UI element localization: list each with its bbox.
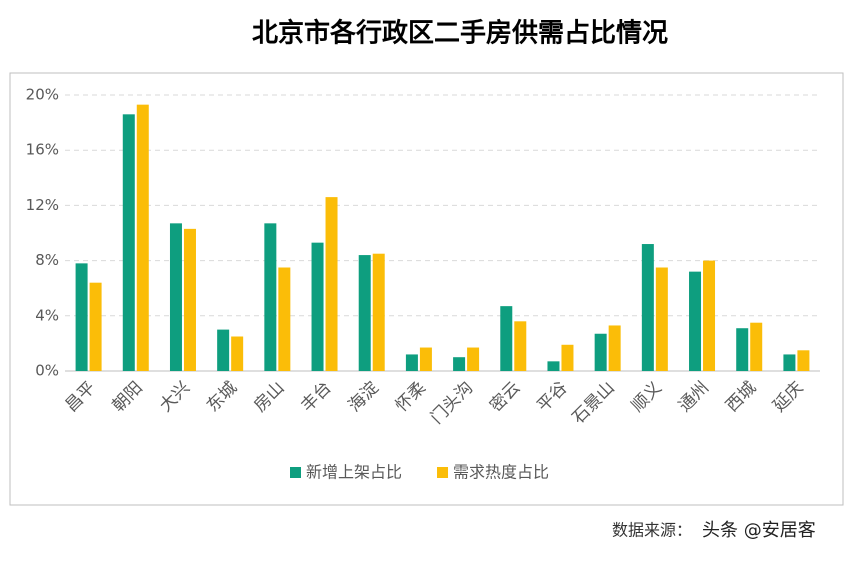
chart-title: 北京市各行政区二手房供需占比情况 <box>252 18 668 49</box>
bar <box>500 306 513 371</box>
bar <box>419 347 432 371</box>
bar <box>797 350 810 371</box>
y-tick-label: 20% <box>26 86 59 104</box>
legend-label: 需求热度占比 <box>453 463 549 482</box>
legend-swatch <box>290 467 301 478</box>
bar <box>122 114 135 371</box>
bar <box>655 267 668 371</box>
y-tick-label: 0% <box>35 362 59 380</box>
bar <box>231 336 244 371</box>
bar <box>217 329 230 371</box>
bar <box>547 361 560 371</box>
bar <box>372 253 385 371</box>
bar <box>89 282 102 371</box>
bar <box>453 357 466 371</box>
y-tick-label: 12% <box>26 196 59 214</box>
legend-swatch <box>437 467 449 478</box>
bar <box>750 322 763 371</box>
bar <box>325 197 338 371</box>
bar <box>783 354 796 371</box>
chart-frame <box>9 72 844 506</box>
y-tick-label: 4% <box>35 306 59 324</box>
bar <box>467 347 480 371</box>
y-tick-label: 16% <box>26 141 59 159</box>
bar <box>405 354 418 371</box>
bar <box>136 104 149 371</box>
bar <box>594 333 607 371</box>
bar <box>561 344 574 371</box>
bar <box>736 328 749 371</box>
watermark: 头条 @安居客 <box>702 520 816 541</box>
bar <box>641 244 654 371</box>
bar <box>278 267 291 371</box>
y-tick-label: 8% <box>35 251 59 269</box>
bar <box>703 260 716 371</box>
bar <box>358 255 371 371</box>
bar <box>183 228 196 371</box>
bar <box>311 242 324 371</box>
bar <box>689 271 702 371</box>
bar <box>608 325 621 371</box>
bar <box>75 263 88 371</box>
legend-label: 新增上架占比 <box>306 463 402 482</box>
bar <box>264 223 277 371</box>
bar <box>514 321 527 371</box>
bar <box>169 223 182 371</box>
source: 数据来源： <box>612 521 692 540</box>
